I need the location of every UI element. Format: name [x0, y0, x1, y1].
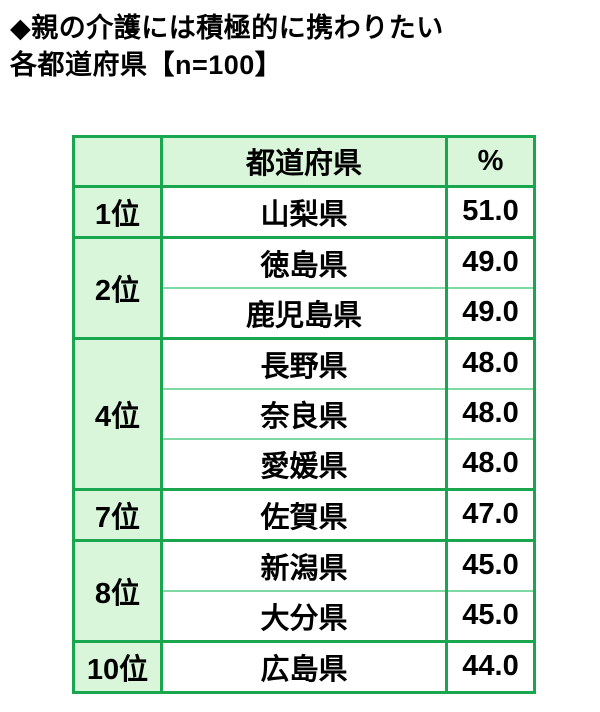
percent-cell: 48.0: [445, 387, 536, 440]
table-row: 4位 長野県 48.0: [72, 336, 536, 491]
prefecture-cell: 鹿児島県: [160, 286, 448, 340]
prefecture-cell: 広島県: [160, 639, 448, 694]
percent-cell: 49.0: [445, 235, 536, 289]
rank-cell: 8位: [72, 538, 163, 643]
table-row: 奈良県 48.0: [74, 387, 536, 440]
table-row: 鹿児島県 49.0: [74, 286, 536, 340]
percent-cell: 48.0: [445, 437, 536, 491]
table-row: 7位 佐賀県 47.0: [72, 487, 536, 542]
table-row: 1位 山梨県 51.0: [72, 184, 536, 239]
prefecture-cell: 山梨県: [160, 184, 448, 239]
percent-cell: 47.0: [445, 487, 536, 542]
figure-title: ◆親の介護には積極的に携わりたい 各都道府県【n=100】: [10, 10, 600, 85]
prefecture-cell: 新潟県: [160, 538, 448, 592]
table-header-row: 都道府県 %: [72, 134, 536, 188]
percent-cell: 44.0: [445, 639, 536, 694]
header-cell-prefecture: 都道府県: [160, 134, 448, 188]
table-row: 2位 徳島県 49.0: [72, 235, 536, 340]
prefecture-cell: 徳島県: [160, 235, 448, 289]
rank-cell: 1位: [72, 184, 163, 239]
prefecture-cell: 愛媛県: [160, 437, 448, 491]
ranking-table: 都道府県 % 1位 山梨県 51.0 2位 徳島県 49.0 鹿児島県 49.0…: [72, 134, 536, 694]
figure-title-line1: ◆親の介護には積極的に携わりたい: [10, 13, 444, 43]
table-row: 8位 新潟県 45.0: [72, 538, 536, 643]
table-row: 10位 広島県 44.0: [72, 639, 536, 694]
rank-cell: 2位: [72, 235, 163, 340]
table-row: 愛媛県 48.0: [74, 437, 536, 491]
prefecture-cell: 佐賀県: [160, 487, 448, 542]
percent-cell: 45.0: [445, 538, 536, 592]
prefecture-cell: 大分県: [160, 589, 448, 643]
percent-cell: 48.0: [445, 336, 536, 390]
percent-cell: 51.0: [445, 184, 536, 239]
rank-cell: 4位: [72, 336, 163, 491]
figure-title-line2: 各都道府県【n=100】: [10, 50, 283, 81]
rank-cell: 10位: [72, 639, 163, 694]
header-cell-percent: %: [445, 134, 536, 188]
prefecture-cell: 奈良県: [160, 387, 448, 440]
table-row: 大分県 45.0: [74, 589, 536, 643]
percent-cell: 45.0: [445, 589, 536, 643]
rank-cell: 7位: [72, 487, 163, 542]
header-cell-rank: [72, 134, 163, 188]
percent-cell: 49.0: [445, 286, 536, 340]
prefecture-cell: 長野県: [160, 336, 448, 390]
